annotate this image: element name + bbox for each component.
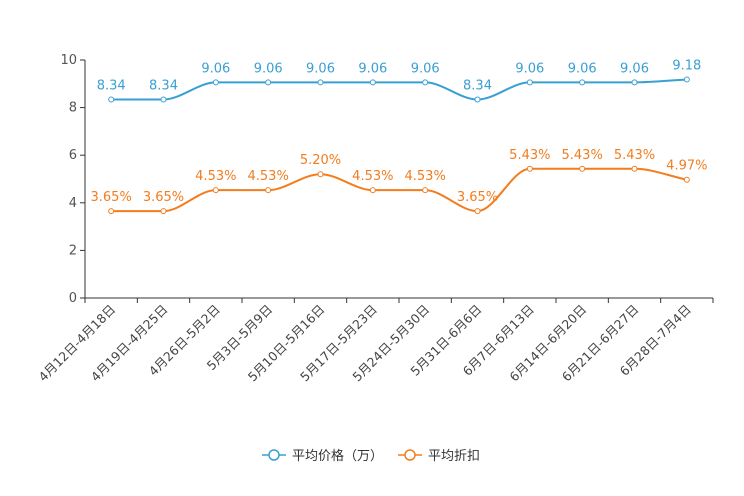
series-1: 8.34 8.34 9.06 9.06 9.06 9.06 9.06 8.34 9.06 9.06… — [97, 59, 701, 103]
legend-marker — [268, 449, 280, 461]
data-label: 4.53% — [248, 169, 289, 184]
y-tick-label: 6 — [69, 148, 77, 163]
axes: 02468104月12日-4月18日4月19日-4月25日4月26日-5月2日5… — [35, 53, 714, 384]
data-label: 3.65% — [143, 190, 184, 205]
data-point[interactable] — [369, 79, 376, 86]
data-point[interactable] — [265, 79, 272, 86]
data-point[interactable] — [108, 96, 115, 103]
data-label: 9.06 — [568, 61, 597, 76]
data-point[interactable] — [160, 208, 167, 215]
legend-marker — [404, 449, 416, 461]
data-point[interactable] — [212, 187, 219, 194]
data-point[interactable] — [526, 165, 533, 172]
series-1-line — [111, 78, 687, 101]
data-point[interactable] — [160, 96, 167, 103]
data-label: 8.34 — [97, 79, 126, 94]
series-2: 3.65% 3.65% 4.53% 4.53% 5.20% 4.53% 4.53% 3.65%… — [91, 148, 707, 215]
legend[interactable]: 平均价格（万） 平均折扣 — [262, 448, 480, 464]
data-label: 4.97% — [666, 159, 707, 174]
data-label: 9.06 — [358, 61, 387, 76]
series-layer: 8.34 8.34 9.06 9.06 9.06 9.06 9.06 8.34 9.06 9.06… — [91, 59, 707, 215]
data-label: 9.06 — [515, 61, 544, 76]
data-point[interactable] — [422, 187, 429, 194]
data-point[interactable] — [526, 79, 533, 86]
legend-label: 平均价格（万） — [292, 448, 383, 464]
data-label: 9.06 — [306, 61, 335, 76]
data-point[interactable] — [265, 187, 272, 194]
data-point[interactable] — [683, 76, 690, 83]
data-point[interactable] — [317, 171, 324, 178]
data-label: 8.34 — [149, 79, 178, 94]
y-tick-label: 4 — [69, 196, 77, 211]
data-label: 4.53% — [195, 169, 236, 184]
data-point[interactable] — [683, 176, 690, 183]
y-tick-label: 0 — [69, 291, 77, 306]
data-label: 9.06 — [254, 61, 283, 76]
data-point[interactable] — [212, 79, 219, 86]
data-point[interactable] — [422, 79, 429, 86]
data-point[interactable] — [108, 208, 115, 215]
data-point[interactable] — [474, 208, 481, 215]
data-label: 8.34 — [463, 79, 492, 94]
y-tick-label: 8 — [69, 101, 77, 116]
data-point[interactable] — [631, 79, 638, 86]
data-label: 9.06 — [201, 61, 230, 76]
data-label: 9.06 — [411, 61, 440, 76]
data-label: 4.53% — [352, 169, 393, 184]
data-point[interactable] — [579, 79, 586, 86]
y-tick-label: 2 — [69, 243, 77, 258]
data-label: 9.18 — [672, 59, 701, 74]
data-point[interactable] — [579, 165, 586, 172]
legend-item-2[interactable]: 平均折扣 — [398, 449, 480, 464]
data-label: 5.43% — [614, 148, 655, 163]
data-label: 9.06 — [620, 61, 649, 76]
data-label: 5.43% — [509, 148, 550, 163]
data-label: 5.43% — [562, 148, 603, 163]
data-point[interactable] — [369, 187, 376, 194]
data-label: 5.20% — [300, 153, 341, 168]
y-tick-label: 10 — [60, 53, 77, 68]
data-point[interactable] — [474, 96, 481, 103]
data-label: 4.53% — [405, 169, 446, 184]
data-label: 3.65% — [91, 190, 132, 205]
data-point[interactable] — [631, 165, 638, 172]
legend-label: 平均折扣 — [428, 449, 480, 464]
legend-item-1[interactable]: 平均价格（万） — [262, 448, 383, 464]
series-2-line — [111, 167, 688, 213]
data-label: 3.65% — [457, 190, 498, 205]
data-point[interactable] — [317, 79, 324, 86]
